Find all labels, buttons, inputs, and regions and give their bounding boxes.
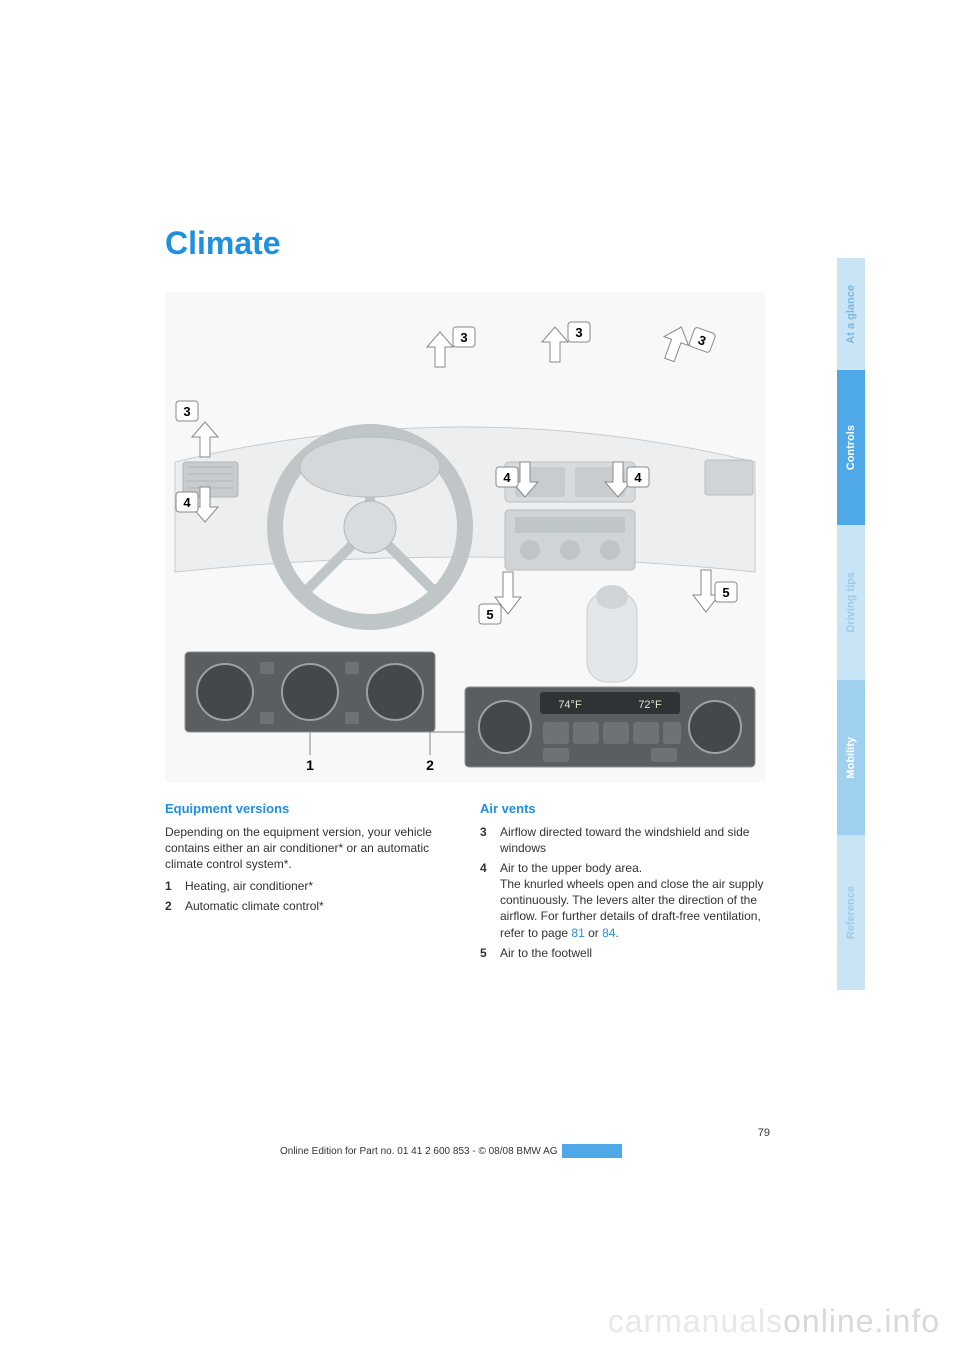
watermark-a: carmanuals <box>608 1303 783 1339</box>
shifter-knob <box>596 585 628 609</box>
callout-2: 2 <box>426 757 434 773</box>
tab-reference[interactable]: Reference <box>837 835 865 990</box>
right-side-vent <box>705 460 753 495</box>
hvac-temp-right: 72°F <box>638 699 662 711</box>
page-link-84[interactable]: 84 <box>602 926 615 940</box>
list-item: 3 Airflow directed toward the windshield… <box>480 824 765 856</box>
item-text: Heating, air conditioner* <box>185 878 313 894</box>
callout-3: 3 <box>575 325 582 340</box>
tab-label: Reference <box>845 886 857 939</box>
center-stack-slot <box>515 517 625 533</box>
callout-4: 4 <box>503 470 511 485</box>
list-item: 4 Air to the upper body area. The knurle… <box>480 860 765 941</box>
tab-label: Mobility <box>845 737 857 779</box>
item-number: 3 <box>480 824 490 856</box>
air-vents-heading: Air vents <box>480 800 765 818</box>
air-vents-list: 3 Airflow directed toward the windshield… <box>480 824 765 962</box>
callout-5: 5 <box>486 607 493 622</box>
knob-b <box>560 540 580 560</box>
content-area: Climate <box>165 225 775 965</box>
item-number: 4 <box>480 860 490 941</box>
side-tabs: At a glance Controls Driving tips Mobili… <box>837 258 865 990</box>
page: At a glance Controls Driving tips Mobili… <box>0 0 960 1358</box>
item-number: 2 <box>165 898 175 914</box>
inset-heating-panel: 1 2 <box>185 652 465 773</box>
item-number: 1 <box>165 878 175 894</box>
tab-label: At a glance <box>845 285 857 344</box>
item-text: Airflow directed toward the windshield a… <box>500 824 765 856</box>
item-4-body: The knurled wheels open and close the ai… <box>500 877 764 940</box>
item-text: Automatic climate control* <box>185 898 324 914</box>
period: . <box>615 926 618 940</box>
callout-3: 3 <box>460 330 467 345</box>
left-column: Equipment versions Depending on the equi… <box>165 800 450 965</box>
item-4-line1: Air to the upper body area. <box>500 861 642 875</box>
tab-controls[interactable]: Controls <box>837 370 865 525</box>
callout-1: 1 <box>306 757 314 773</box>
page-title: Climate <box>165 225 775 262</box>
callout-5: 5 <box>722 585 729 600</box>
callout-4: 4 <box>634 470 642 485</box>
list-item: 5 Air to the footwell <box>480 945 765 961</box>
climate-diagram: 3 3 3 3 4 4 4 5 5 <box>165 292 765 782</box>
item-number: 5 <box>480 945 490 961</box>
right-column: Air vents 3 Airflow directed toward the … <box>480 800 765 965</box>
inset-auto-climate-panel: 74°F 72°F <box>465 687 755 767</box>
text-columns: Equipment versions Depending on the equi… <box>165 800 775 965</box>
equipment-versions-heading: Equipment versions <box>165 800 450 818</box>
page-link-81[interactable]: 81 <box>571 926 584 940</box>
equipment-versions-para: Depending on the equipment version, your… <box>165 824 450 873</box>
footer-text: Online Edition for Part no. 01 41 2 600 … <box>280 1146 558 1157</box>
equipment-list: 1 Heating, air conditioner* 2 Automatic … <box>165 878 450 914</box>
tab-mobility[interactable]: Mobility <box>837 680 865 835</box>
knob-a <box>520 540 540 560</box>
callout-4: 4 <box>183 495 191 510</box>
diagram-svg: 3 3 3 3 4 4 4 5 5 <box>165 292 765 782</box>
footer-line: Online Edition for Part no. 01 41 2 600 … <box>280 1144 622 1158</box>
list-item: 2 Automatic climate control* <box>165 898 450 914</box>
callout-3: 3 <box>183 404 190 419</box>
instrument-cluster <box>300 437 440 497</box>
tab-label: Controls <box>845 425 857 470</box>
or-text: or <box>585 926 602 940</box>
knob-c <box>600 540 620 560</box>
watermark: carmanualsonline.info <box>608 1303 940 1340</box>
steering-wheel-hub <box>344 501 396 553</box>
hvac-temp-left: 74°F <box>558 699 582 711</box>
tab-at-a-glance[interactable]: At a glance <box>837 258 865 370</box>
tab-label: Driving tips <box>845 572 857 633</box>
page-number: 79 <box>758 1127 770 1139</box>
watermark-b: online.info <box>783 1303 940 1339</box>
list-item: 1 Heating, air conditioner* <box>165 878 450 894</box>
item-text: Air to the footwell <box>500 945 592 961</box>
tab-driving-tips[interactable]: Driving tips <box>837 525 865 680</box>
item-text: Air to the upper body area. The knurled … <box>500 860 765 941</box>
footer-bar <box>562 1144 622 1158</box>
